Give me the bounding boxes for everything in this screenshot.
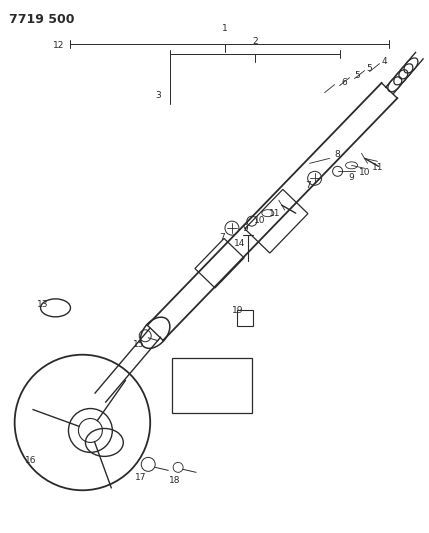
Text: 14: 14 [234, 239, 246, 247]
Bar [237, 310, 253, 326]
Text: 15: 15 [133, 340, 144, 349]
Text: 3: 3 [155, 91, 161, 100]
Bar [245, 189, 308, 253]
Text: 18: 18 [169, 476, 181, 485]
Text: 16: 16 [25, 456, 36, 465]
Text: 2: 2 [252, 37, 258, 46]
Text: 9: 9 [349, 173, 354, 182]
Bar [172, 358, 252, 413]
Text: 11: 11 [269, 209, 281, 217]
Text: 4: 4 [382, 57, 387, 66]
Text: 1: 1 [222, 25, 228, 33]
Text: 7: 7 [219, 232, 225, 241]
Text: 10: 10 [359, 168, 370, 177]
Text: 11: 11 [372, 163, 383, 172]
Text: 12: 12 [53, 41, 64, 50]
Text: 6: 6 [342, 78, 347, 87]
Text: 7719 500: 7719 500 [9, 13, 74, 26]
Text: 9: 9 [242, 224, 248, 232]
Text: 17: 17 [134, 473, 146, 482]
Text: 8: 8 [335, 150, 341, 159]
Text: 19: 19 [232, 306, 244, 316]
Text: 5: 5 [355, 71, 360, 80]
Bar [195, 238, 244, 288]
Text: 10: 10 [254, 216, 266, 224]
Text: 5: 5 [367, 64, 372, 73]
Text: 13: 13 [37, 301, 48, 309]
Text: 7: 7 [305, 181, 311, 190]
